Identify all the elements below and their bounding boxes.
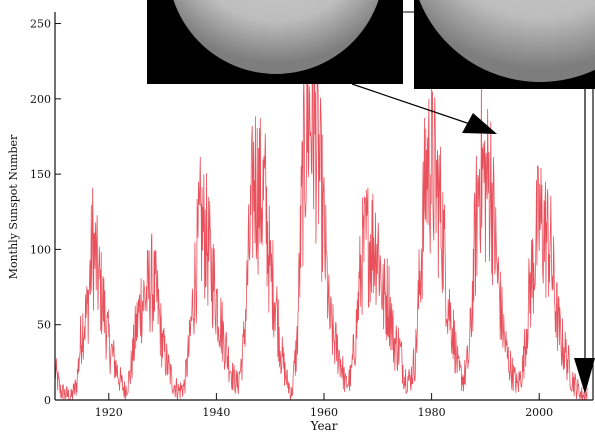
x-axis-ticks: 1920 1940 1960 1980 2000	[95, 393, 553, 419]
arrow-head-to-peak	[462, 113, 497, 134]
series-line-monthly-sunspot-number	[55, 22, 588, 400]
x-tick-label: 1960	[310, 406, 338, 419]
sun-disk-image	[173, 0, 379, 74]
x-tick-label: 1920	[95, 406, 123, 419]
y-tick-label: 200	[30, 93, 51, 106]
y-tick-label: 250	[30, 18, 51, 31]
y-tick-label: 150	[30, 168, 51, 181]
y-axis-label: Monthly Sunspot Number	[7, 134, 20, 279]
annotation-arrows	[351, 11, 595, 394]
chart: 0 50 100 150 200 250 1920 1940 1960 1980 2000 Yea…	[7, 12, 594, 432]
y-axis-ticks: 0 50 100 150 200 250	[30, 18, 61, 407]
x-tick-label: 1940	[202, 406, 230, 419]
inset-image-sun-right	[414, 0, 595, 89]
arrow-head-to-minimum	[574, 358, 595, 394]
x-tick-label: 1980	[418, 406, 446, 419]
arrow-shaft-to-peak	[351, 83, 471, 125]
y-tick-label: 50	[37, 319, 51, 332]
y-tick-label: 100	[30, 243, 51, 256]
inset-image-sun-left	[147, 0, 403, 84]
x-axis-label: Year	[310, 419, 338, 432]
data-series-sunspots	[55, 22, 588, 400]
x-tick-label: 2000	[525, 406, 553, 419]
y-tick-label: 0	[44, 394, 51, 407]
sun-disk-image	[419, 0, 595, 82]
